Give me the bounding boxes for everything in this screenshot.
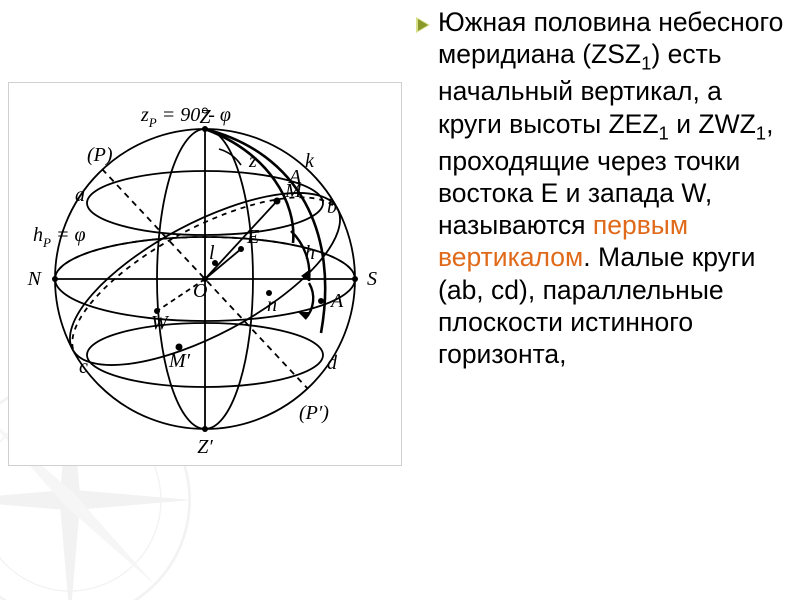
label-Mp: M′ — [168, 350, 191, 372]
celestial-sphere-diagram: Z Z′ N S E W (P) (P′) a b c d k n l O M … — [8, 82, 402, 466]
text-part-1: Южная половина небесного меридиана (ZSZ — [438, 7, 783, 69]
label-z: z — [248, 150, 257, 172]
label-W: W — [151, 312, 170, 334]
label-b: b — [327, 196, 337, 218]
label-E: E — [246, 226, 259, 248]
label-c: c — [79, 356, 88, 378]
label-l: l — [209, 242, 215, 264]
bullet-icon — [416, 17, 430, 33]
label-N: N — [27, 268, 43, 290]
label-A: A — [329, 290, 344, 312]
sub-1: 1 — [641, 53, 651, 74]
label-S: S — [367, 268, 377, 290]
sub-3: 1 — [756, 122, 766, 143]
paragraph: Южная половина небесного меридиана (ZSZ1… — [438, 6, 790, 371]
label-k: k — [305, 150, 315, 172]
label-a: a — [75, 184, 85, 206]
label-h: h — [305, 242, 315, 264]
label-Az: A — [287, 166, 302, 188]
sub-2: 1 — [659, 122, 669, 143]
label-P: (P) — [87, 144, 113, 166]
text-part-3: и ZWZ — [669, 109, 756, 139]
text-block: Южная половина небесного меридиана (ZSZ1… — [416, 6, 790, 371]
label-O: O — [193, 280, 207, 302]
slide: N S — [0, 0, 800, 600]
label-n: n — [267, 294, 277, 316]
label-zp-90: zP = 90°- φ — [140, 104, 231, 130]
label-d: d — [327, 352, 338, 374]
label-Pp: (P′) — [299, 402, 329, 424]
label-Zp: Z′ — [197, 436, 213, 458]
